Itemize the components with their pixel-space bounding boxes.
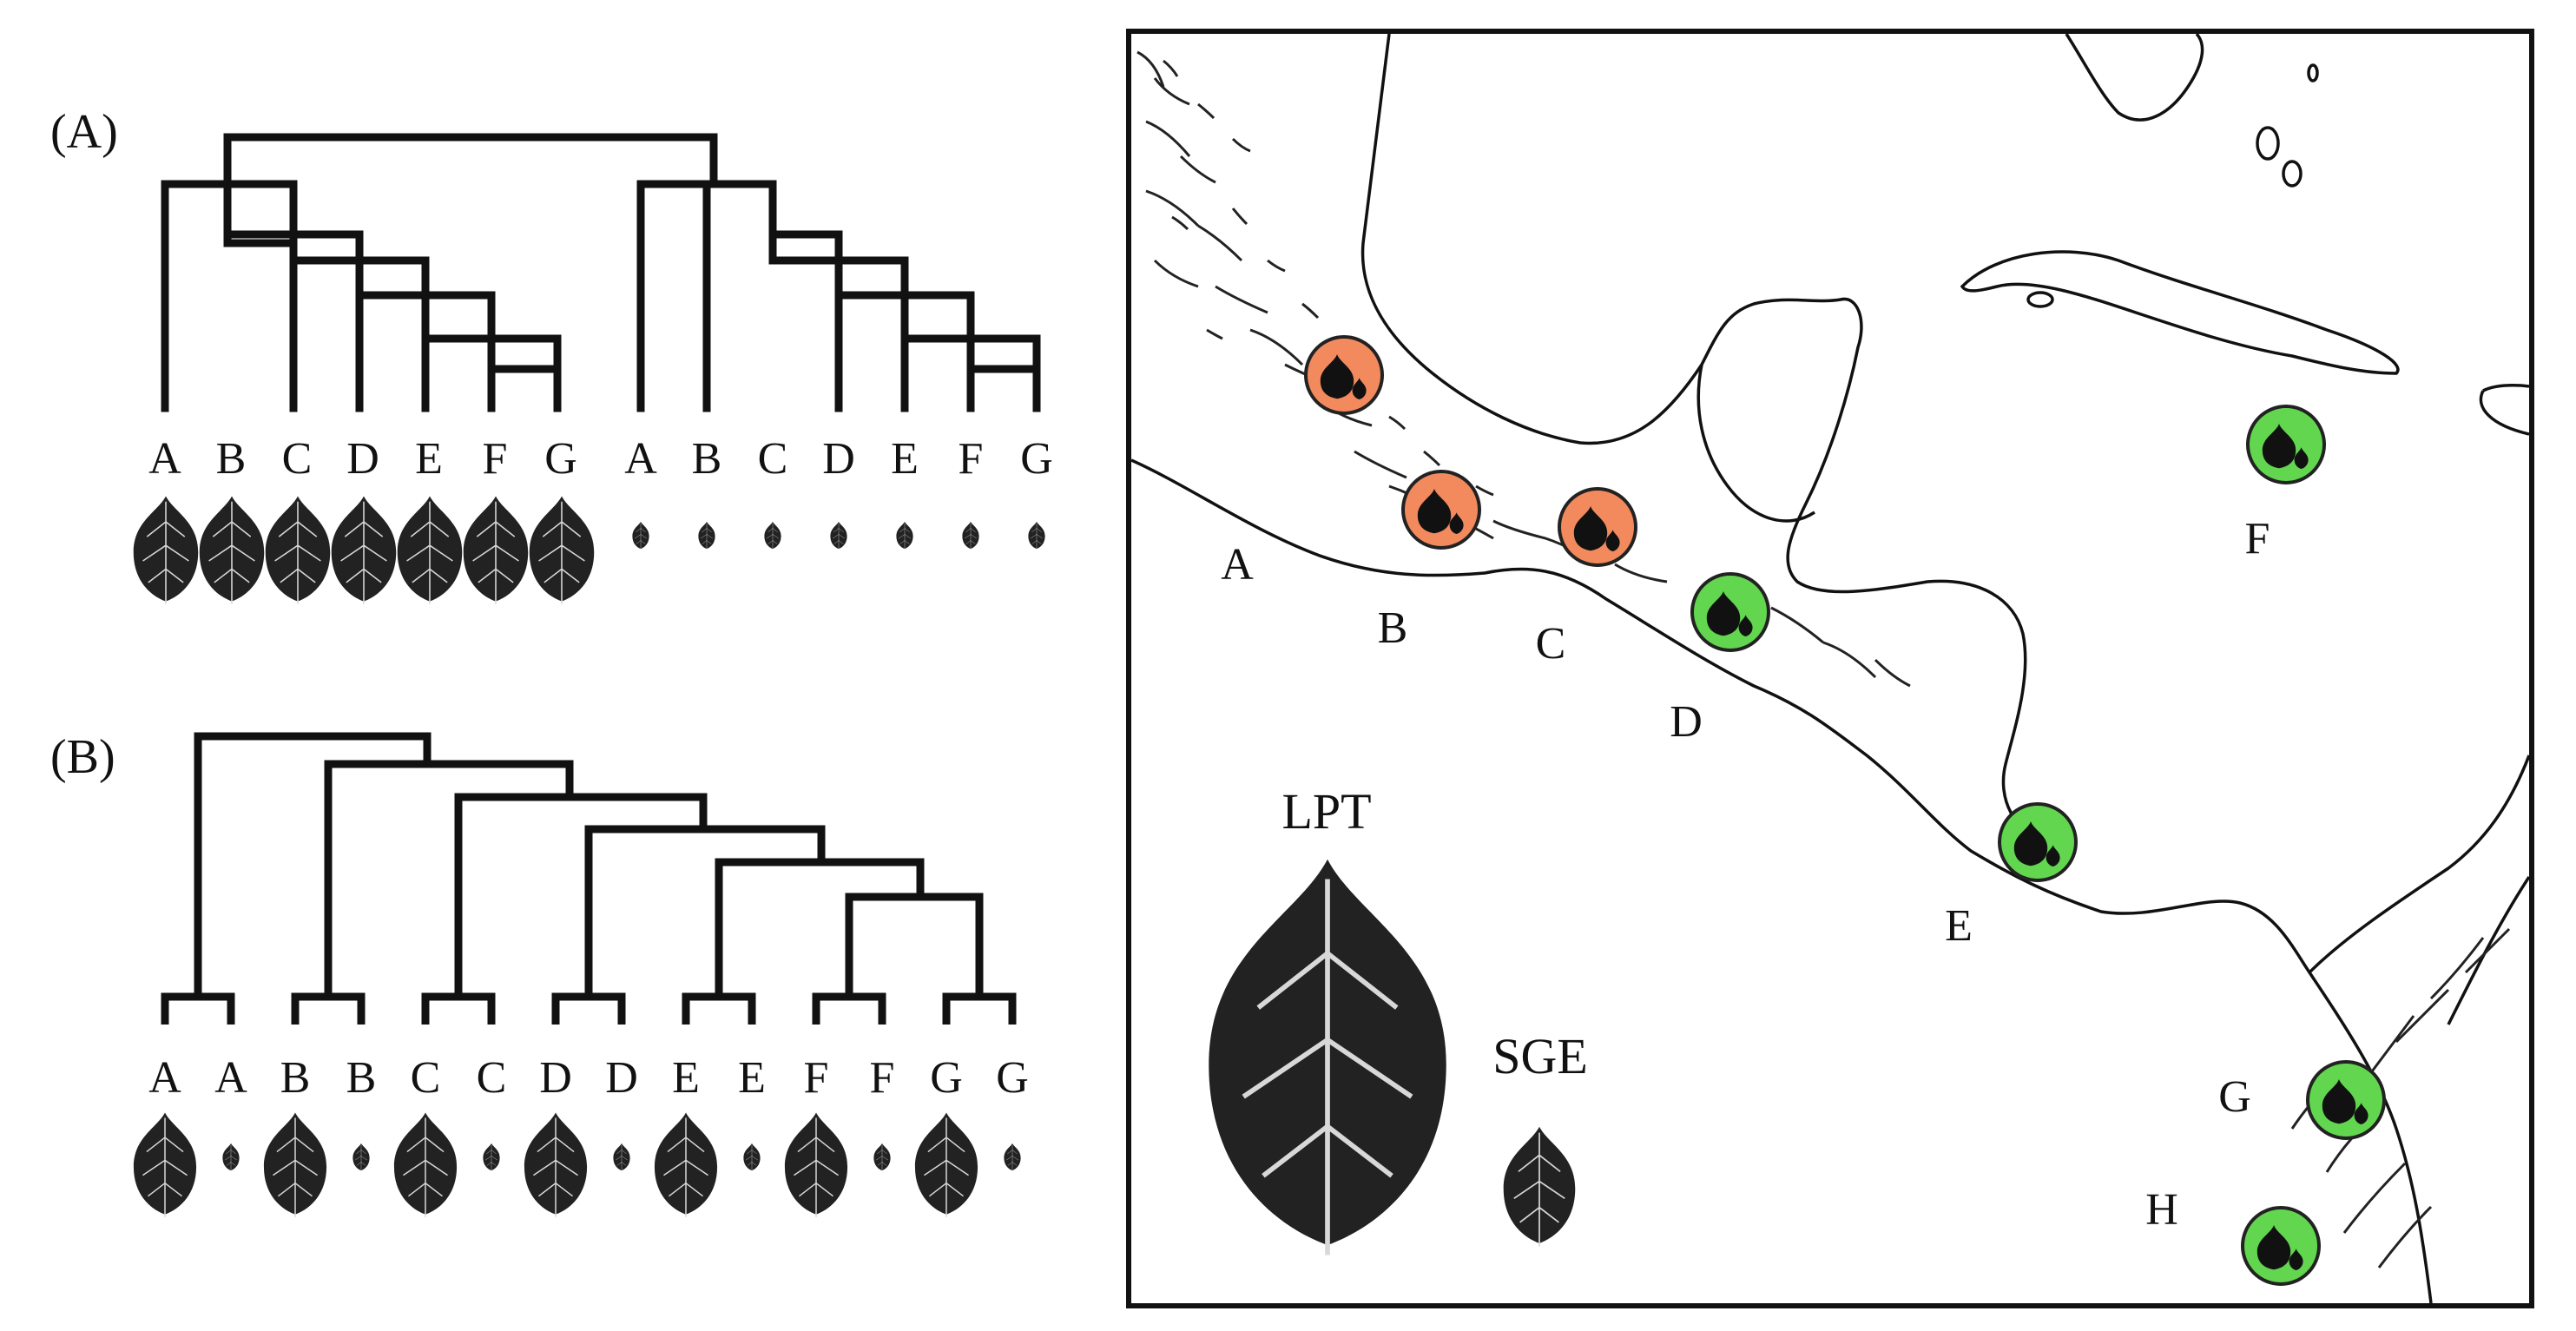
large-leaf-icon xyxy=(462,495,530,605)
small-leaf-icon xyxy=(352,1143,370,1172)
tip-label: G xyxy=(996,1053,1029,1103)
panel-a-tag: (A) xyxy=(50,105,118,159)
small-leaf-icon xyxy=(222,1143,240,1172)
tip-label: D xyxy=(539,1053,572,1103)
tip-label: B xyxy=(346,1053,377,1103)
marker-green-f xyxy=(2246,405,2326,484)
tip-label: G xyxy=(1020,434,1053,484)
tip-label: D xyxy=(346,434,379,484)
tip-label: E xyxy=(672,1053,700,1103)
marker-orange-a xyxy=(1304,335,1384,415)
tip-label: A xyxy=(148,434,181,484)
small-leaf-icon xyxy=(613,1143,630,1172)
small-leaf-icon xyxy=(483,1143,500,1172)
large-leaf-icon xyxy=(396,495,464,605)
panel-a-branches xyxy=(161,133,718,408)
marker-green-d xyxy=(1690,572,1770,652)
site-label-h: H xyxy=(2145,1185,2178,1235)
small-leaf-icon xyxy=(896,521,913,550)
tip-label: F xyxy=(483,434,508,484)
marker-orange-b xyxy=(1401,470,1481,550)
coastlines xyxy=(1131,34,2529,1303)
small-leaf-icon xyxy=(698,521,715,550)
large-leaf-icon xyxy=(132,495,200,605)
panel-b-leaves xyxy=(133,1111,1021,1218)
tip-label: C xyxy=(282,434,313,484)
panel-a-leaves xyxy=(132,495,1045,605)
tip-label: E xyxy=(415,434,443,484)
large-leaf-icon xyxy=(524,1111,588,1218)
tip-label: A xyxy=(624,434,657,484)
panel-b-tag: (B) xyxy=(50,730,115,784)
site-label-c: C xyxy=(1536,619,1566,669)
tip-label: D xyxy=(605,1053,638,1103)
tip-label: G xyxy=(930,1053,963,1103)
tip-label: B xyxy=(692,434,722,484)
site-label-g: G xyxy=(2218,1072,2251,1122)
large-leaf-icon xyxy=(133,1111,197,1218)
small-leaf-icon xyxy=(1028,521,1045,550)
site-label-d: D xyxy=(1670,697,1703,747)
large-leaf-icon xyxy=(914,1111,978,1218)
large-leaf-icon xyxy=(198,495,266,605)
large-leaf-icon xyxy=(263,1111,327,1218)
large-leaf-icon xyxy=(784,1111,848,1218)
map-panel: A B C D E F G H LPT SGE xyxy=(1126,29,2534,1308)
tip-label: A xyxy=(214,1053,247,1103)
marker-orange-c xyxy=(1558,487,1637,567)
panel-b-tips: A A B B C C D D E E F F G G xyxy=(148,1053,1029,1103)
tip-label: D xyxy=(822,434,855,484)
small-leaf-icon xyxy=(743,1143,761,1172)
small-leaf-icon xyxy=(1004,1143,1021,1172)
tip-label: F xyxy=(959,434,984,484)
marker-green-e xyxy=(1998,802,2078,882)
site-label-f: F xyxy=(2245,514,2270,563)
tip-label: C xyxy=(477,1053,507,1103)
tip-label: A xyxy=(148,1053,181,1103)
tip-label: F xyxy=(804,1053,829,1103)
panel-a-tips-right: A B C D E F G xyxy=(624,434,1053,484)
large-leaf-icon xyxy=(264,495,332,605)
marker-green-g xyxy=(2306,1060,2386,1140)
marker-green-h xyxy=(2241,1206,2321,1286)
tip-label: E xyxy=(738,1053,766,1103)
large-leaf-icon xyxy=(654,1111,718,1218)
legend-sge-label: SGE xyxy=(1492,1028,1588,1084)
small-leaf-icon xyxy=(764,521,781,550)
tip-label: E xyxy=(891,434,919,484)
small-leaf-icon xyxy=(962,521,979,550)
tip-label: B xyxy=(216,434,247,484)
small-leaf-icon xyxy=(873,1143,891,1172)
legend-lpt-label: LPT xyxy=(1281,783,1371,840)
site-label-b: B xyxy=(1378,603,1408,653)
tip-label: C xyxy=(758,434,788,484)
panel-a-tips-left: A B C D E F G xyxy=(148,434,577,484)
small-leaf-icon xyxy=(830,521,847,550)
tip-label: C xyxy=(411,1053,441,1103)
site-label-a: A xyxy=(1221,540,1254,590)
site-label-e: E xyxy=(1945,901,1973,951)
tip-label: G xyxy=(544,434,577,484)
tip-label: B xyxy=(280,1053,311,1103)
panel-b-tree xyxy=(161,732,1017,1025)
large-leaf-icon xyxy=(393,1111,458,1218)
tip-label: F xyxy=(870,1053,895,1103)
large-leaf-icon xyxy=(330,495,398,605)
small-leaf-icon xyxy=(632,521,649,550)
large-leaf-icon xyxy=(528,495,596,605)
